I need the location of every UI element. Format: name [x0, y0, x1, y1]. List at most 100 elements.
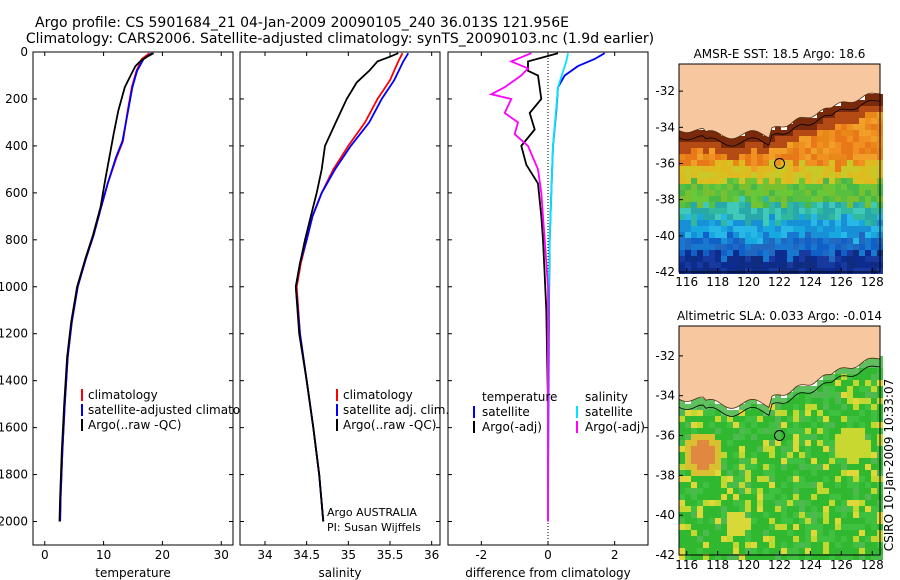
map-cell: [679, 452, 685, 458]
map-cell: [853, 172, 859, 178]
map-cell: [829, 536, 835, 542]
map-cell: [709, 410, 715, 416]
map-cell: [817, 548, 823, 554]
map-cell: [769, 494, 775, 500]
map-cell: [805, 208, 811, 214]
map-cell: [703, 172, 709, 178]
map-cell: [811, 392, 817, 398]
map-cell: [853, 476, 859, 482]
map-cell: [757, 494, 763, 500]
map-cell: [757, 166, 763, 172]
map-cell: [853, 124, 859, 130]
map-cell: [841, 208, 847, 214]
map-cell: [733, 512, 739, 518]
map-cell: [703, 458, 709, 464]
map-cell: [871, 374, 877, 380]
map-cell: [799, 410, 805, 416]
map-cell: [859, 542, 865, 548]
map-cell: [715, 494, 721, 500]
series-line-2: [294, 52, 399, 522]
map-cell: [865, 148, 871, 154]
map-cell: [859, 380, 865, 386]
x-tick-label: 20: [155, 548, 170, 562]
map-cell: [751, 184, 757, 190]
map-cell: [859, 494, 865, 500]
map-cell: [775, 208, 781, 214]
map-cell: [775, 250, 781, 256]
map-cell: [703, 190, 709, 196]
map-cell: [763, 250, 769, 256]
map-cell: [805, 244, 811, 250]
map-cell: [793, 386, 799, 392]
map-cell: [811, 518, 817, 524]
map-cell: [781, 220, 787, 226]
map-cell: [835, 220, 841, 226]
map-cell: [679, 458, 685, 464]
map-cell: [841, 416, 847, 422]
map-cell: [805, 262, 811, 268]
map-cell: [703, 220, 709, 226]
map-cell: [769, 446, 775, 452]
map-cell: [823, 530, 829, 536]
map-cell: [685, 238, 691, 244]
map-cell: [781, 428, 787, 434]
map-cell: [769, 476, 775, 482]
map-cell: [793, 530, 799, 536]
map-cell: [859, 148, 865, 154]
map-cell: [709, 422, 715, 428]
map-cell: [853, 262, 859, 268]
map-cell: [703, 404, 709, 410]
map-cell: [769, 250, 775, 256]
map-cell: [739, 214, 745, 220]
map-cell: [679, 178, 685, 184]
map-cell: [859, 232, 865, 238]
map-cell: [679, 506, 685, 512]
map-cell: [805, 428, 811, 434]
map-cell: [841, 226, 847, 232]
map-cell: [847, 404, 853, 410]
y-tick-label: -34: [655, 120, 675, 134]
map-cell: [847, 154, 853, 160]
map-cell: [847, 100, 853, 106]
map-cell: [703, 130, 709, 136]
map-cell: [859, 238, 865, 244]
map-cell: [847, 422, 853, 428]
map-cell: [691, 494, 697, 500]
map-cell: [847, 184, 853, 190]
map-cell: [805, 410, 811, 416]
map-cell: [751, 154, 757, 160]
map-cell: [679, 494, 685, 500]
x-tick-label: 36: [424, 548, 439, 562]
x-tick-label: 124: [799, 558, 822, 572]
map-cell: [805, 154, 811, 160]
map-cell: [763, 506, 769, 512]
map-cell: [775, 548, 781, 554]
map-cell: [733, 250, 739, 256]
map-cell: [817, 428, 823, 434]
map-cell: [811, 488, 817, 494]
map-cell: [763, 428, 769, 434]
map-cell: [853, 518, 859, 524]
map-cell: [787, 172, 793, 178]
map-cell: [829, 494, 835, 500]
map-cell: [853, 398, 859, 404]
map-cell: [703, 148, 709, 154]
map-cell: [727, 554, 733, 560]
map-cell: [847, 464, 853, 470]
map-cell: [865, 506, 871, 512]
map-cell: [697, 536, 703, 542]
x-tick-label: 2: [611, 548, 619, 562]
map-cell: [691, 404, 697, 410]
map-cell: [763, 404, 769, 410]
map-cell: [679, 404, 685, 410]
map-cell: [865, 262, 871, 268]
map-cell: [871, 500, 877, 506]
map-cell: [811, 268, 817, 274]
map-cell: [871, 148, 877, 154]
map-cell: [835, 422, 841, 428]
map-cell: [817, 446, 823, 452]
map-cell: [859, 452, 865, 458]
map-cell: [745, 226, 751, 232]
map-cell: [697, 178, 703, 184]
map-cell: [715, 446, 721, 452]
